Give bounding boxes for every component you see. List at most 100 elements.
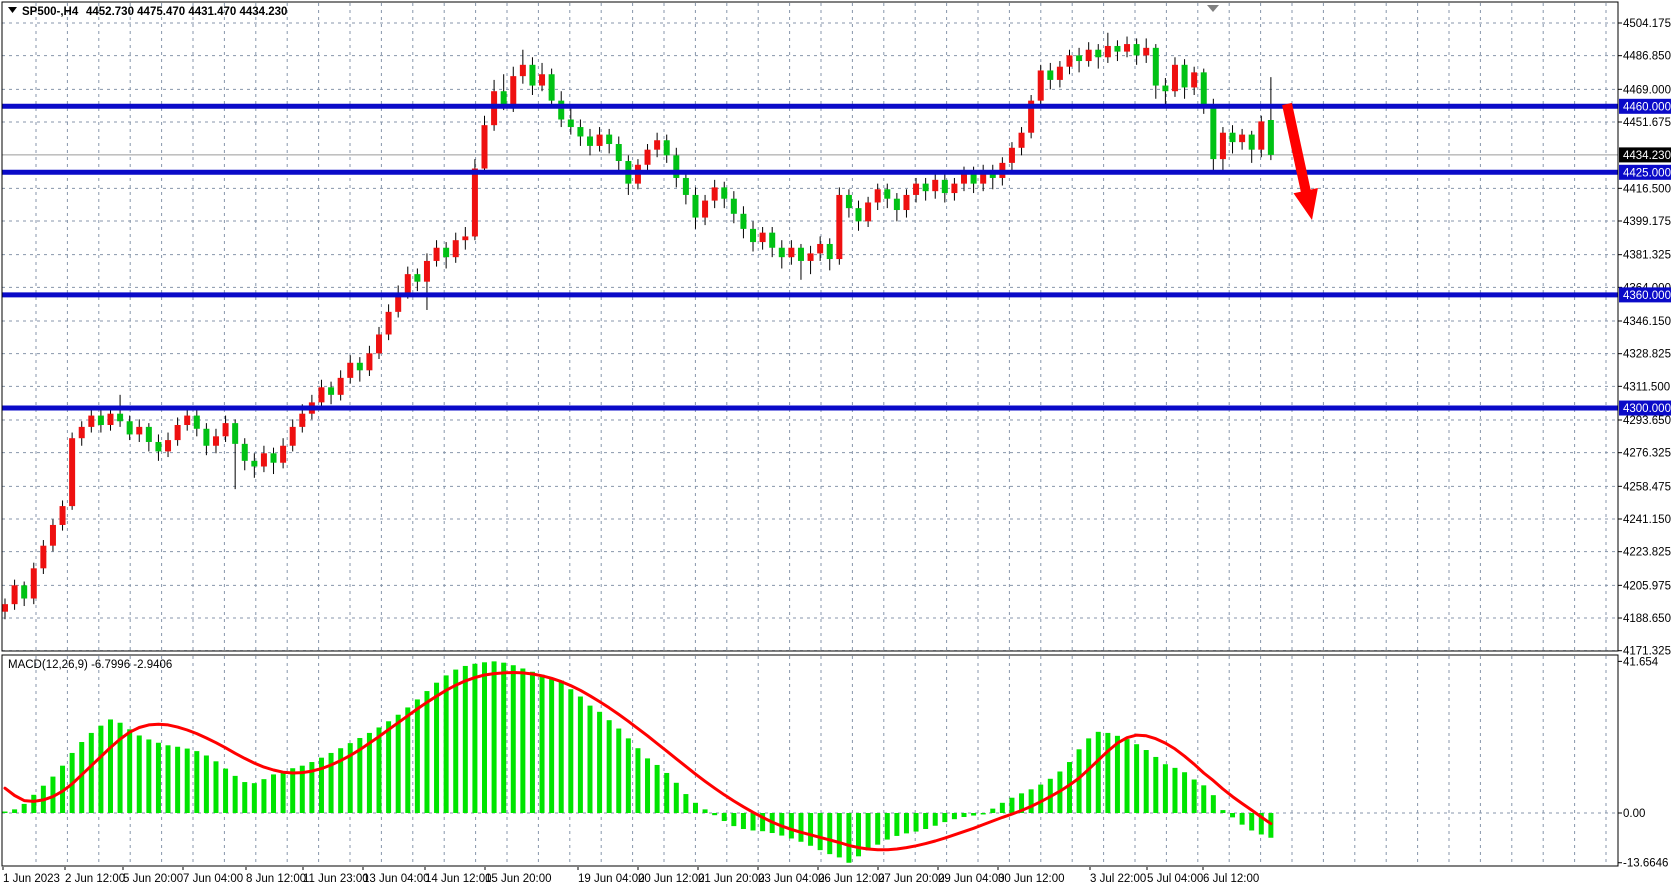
price-axis-label: 4469.000 bbox=[1623, 84, 1671, 96]
down-arrow-annotation[interactable] bbox=[1282, 102, 1318, 220]
candle-body bbox=[510, 76, 517, 105]
macd-histogram-bar bbox=[702, 809, 708, 813]
macd-axis-label: 0.00 bbox=[1623, 808, 1645, 820]
macd-histogram-bar bbox=[827, 813, 833, 855]
time-axis-label: 8 Jun 12:00 bbox=[246, 873, 306, 885]
time-axis-label: 6 Jul 12:00 bbox=[1203, 873, 1259, 885]
price-axis-label: 4258.475 bbox=[1623, 481, 1671, 493]
macd-histogram-bar bbox=[79, 742, 85, 813]
candle-body bbox=[11, 585, 18, 605]
macd-histogram-bar bbox=[21, 803, 27, 813]
candle-body bbox=[711, 187, 718, 201]
macd-histogram-bar bbox=[923, 813, 929, 830]
candle-body bbox=[1229, 132, 1236, 143]
candle-body bbox=[1152, 47, 1159, 86]
macd-histogram-bar bbox=[1249, 813, 1255, 831]
hline-price-label-text: 4425.000 bbox=[1623, 167, 1671, 179]
candle-body bbox=[2, 604, 8, 612]
macd-histogram-bar bbox=[472, 663, 478, 813]
macd-histogram-bar bbox=[299, 765, 305, 813]
macd-histogram-bar bbox=[366, 732, 372, 813]
candle-body bbox=[855, 208, 862, 222]
time-axis-label: 29 Jun 04:00 bbox=[938, 873, 1005, 885]
time-axis-label: 3 Jul 22:00 bbox=[1090, 873, 1146, 885]
macd-histogram-bar bbox=[1201, 785, 1207, 813]
time-axis[interactable]: 1 Jun 2023 2 Jun 12:005 Jun 20:00 7 Jun 04… bbox=[2, 867, 1259, 885]
candle-body bbox=[586, 136, 593, 146]
price-axis-label: 4205.975 bbox=[1623, 580, 1671, 592]
macd-histogram-bar bbox=[424, 691, 430, 813]
candle-body bbox=[1037, 70, 1044, 101]
macd-histogram-bar bbox=[88, 732, 94, 813]
macd-histogram-bar bbox=[414, 699, 420, 813]
candle-body bbox=[663, 140, 670, 156]
candle-body bbox=[702, 200, 709, 218]
annotations-layer[interactable] bbox=[1207, 5, 1318, 220]
candle-body bbox=[136, 426, 143, 435]
macd-histogram-bar bbox=[1182, 772, 1188, 813]
macd-histogram-bar bbox=[280, 771, 286, 813]
candle-body bbox=[1047, 70, 1054, 80]
macd-histogram-bar bbox=[482, 662, 487, 813]
macd-histogram-bar bbox=[903, 813, 909, 834]
candle-body bbox=[567, 119, 574, 128]
candle-body bbox=[251, 460, 258, 467]
macd-histogram-bar bbox=[203, 755, 209, 813]
price-axis-label: 4328.825 bbox=[1623, 349, 1671, 361]
macd-histogram-bar bbox=[1191, 779, 1197, 813]
macd-histogram-bar bbox=[606, 720, 612, 813]
candle-body bbox=[884, 189, 891, 199]
candle-body bbox=[1104, 45, 1111, 58]
macd-histogram-bar bbox=[635, 748, 641, 813]
candle-body bbox=[769, 232, 776, 248]
candle-body bbox=[414, 274, 421, 282]
price-axis[interactable]: 4504.175 4486.850 4469.000 4451.675 4416.500… bbox=[1618, 18, 1671, 870]
candle-body bbox=[922, 183, 929, 192]
macd-histogram-bar bbox=[961, 813, 967, 818]
candle-body bbox=[1095, 49, 1102, 58]
grid-layer bbox=[2, 3, 1618, 865]
macd-axis-label: 41.654 bbox=[1623, 656, 1659, 668]
candle-body bbox=[730, 198, 737, 214]
macd-histogram-bar bbox=[242, 782, 248, 813]
macd-histogram-bar bbox=[271, 774, 277, 813]
macd-histogram-bar bbox=[654, 764, 660, 813]
main-chart-area[interactable] bbox=[2, 2, 1618, 651]
macd-histogram-bar bbox=[692, 802, 698, 813]
candle-body bbox=[1076, 55, 1083, 62]
candle-body bbox=[980, 170, 987, 184]
candle-body bbox=[941, 179, 948, 194]
macd-histogram-bar bbox=[501, 662, 507, 813]
time-axis-label: 1 Jun 2023 bbox=[3, 873, 60, 885]
hline-price-label bbox=[1619, 400, 1671, 416]
macd-indicator-layer bbox=[2, 661, 1274, 863]
candle-body bbox=[807, 253, 814, 261]
candle-body bbox=[951, 183, 958, 194]
time-axis-label: 11 Jun 23:00 bbox=[303, 873, 369, 885]
symbol-dropdown-triangle-icon[interactable] bbox=[8, 7, 17, 13]
candle-body bbox=[529, 64, 536, 86]
candle-body bbox=[817, 243, 824, 254]
candle-body bbox=[40, 545, 47, 569]
macd-histogram-bar bbox=[664, 772, 670, 813]
price-axis-label: 4416.500 bbox=[1623, 183, 1671, 195]
candle-body bbox=[356, 362, 363, 371]
candle-body bbox=[328, 387, 335, 395]
time-axis-label: 5 Jun 20:00 bbox=[123, 873, 183, 885]
macd-histogram-bar bbox=[1114, 735, 1120, 813]
macd-histogram-bar bbox=[1086, 738, 1092, 813]
candle-body bbox=[1008, 147, 1015, 163]
macd-indicator-label: MACD(12,26,9) -6.7996 -2.9406 bbox=[8, 659, 172, 671]
price-axis-label: 4276.325 bbox=[1623, 448, 1671, 460]
hline-price-label bbox=[1619, 98, 1671, 114]
macd-histogram-bar bbox=[1124, 739, 1130, 813]
time-axis-label: 20 Jun 12:00 bbox=[638, 873, 705, 885]
time-axis-label: 14 Jun 12:00 bbox=[425, 873, 492, 885]
macd-histogram-bar bbox=[1153, 756, 1159, 813]
candle-body bbox=[797, 247, 804, 261]
macd-histogram-bar bbox=[645, 758, 651, 813]
time-axis-label: 19 Jun 04:00 bbox=[578, 873, 645, 885]
candle-body bbox=[1085, 49, 1092, 62]
candle-body bbox=[1219, 132, 1226, 160]
horizontal-support-resistance-lines[interactable] bbox=[2, 103, 1618, 411]
